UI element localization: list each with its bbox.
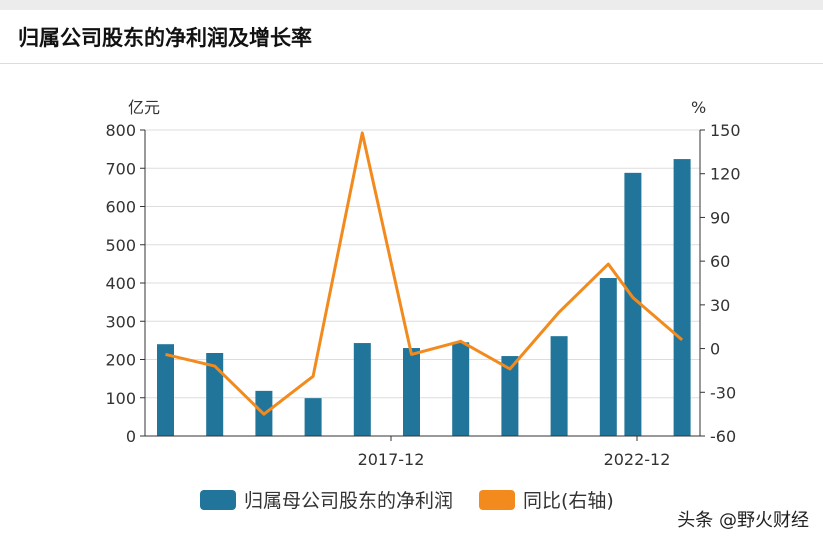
y-right-tick-label: 150 bbox=[710, 121, 741, 140]
bar bbox=[673, 159, 691, 436]
bar bbox=[550, 336, 568, 436]
line-series bbox=[165, 131, 684, 416]
bar bbox=[599, 278, 617, 436]
y-left-tick-label: 100 bbox=[105, 389, 136, 408]
bar bbox=[624, 172, 642, 436]
legend-item-yoy[interactable]: 同比(右轴) bbox=[479, 486, 614, 513]
legend-swatch bbox=[200, 489, 236, 510]
legend-swatch bbox=[479, 489, 516, 510]
legend: 归属母公司股东的净利润 同比(右轴) bbox=[200, 486, 614, 513]
y-right-axis-label: % bbox=[691, 98, 706, 117]
bar bbox=[452, 342, 470, 436]
watermark: 头条 @野火财经 bbox=[677, 510, 809, 531]
y-left-tick-label: 800 bbox=[105, 121, 136, 140]
y-left-tick-label: 400 bbox=[105, 274, 136, 293]
x-tick-label: 2022-12 bbox=[604, 450, 671, 469]
y-right-tick-label: 90 bbox=[710, 208, 730, 227]
bar bbox=[157, 344, 174, 436]
y-right-tick-label: 120 bbox=[710, 165, 741, 184]
chart-title: 归属公司股东的净利润及增长率 bbox=[18, 26, 312, 50]
bar bbox=[206, 352, 224, 436]
legend-item-profit[interactable]: 归属母公司股东的净利润 bbox=[200, 486, 453, 513]
y-right-tick-label: -30 bbox=[710, 383, 736, 402]
y-right-tick-label: 60 bbox=[710, 252, 730, 271]
y-left-axis-label: 亿元 bbox=[128, 98, 160, 117]
y-right-tick-label: 30 bbox=[710, 296, 730, 315]
divider bbox=[0, 63, 823, 64]
y-left-tick-label: 0 bbox=[126, 427, 136, 446]
bar bbox=[403, 348, 420, 436]
y-left-tick-label: 500 bbox=[105, 236, 136, 255]
y-left-tick-label: 600 bbox=[105, 198, 136, 217]
y-right-tick-label: -60 bbox=[710, 427, 736, 446]
legend-label: 归属母公司股东的净利润 bbox=[244, 490, 454, 512]
y-left-tick-label: 700 bbox=[105, 159, 136, 178]
bar bbox=[353, 343, 371, 436]
y-right-tick-label: 0 bbox=[710, 340, 720, 359]
bar bbox=[304, 398, 322, 436]
legend-label: 同比(右轴) bbox=[523, 490, 614, 512]
y-left-tick-label: 300 bbox=[105, 312, 136, 331]
y-left-tick-label: 200 bbox=[105, 351, 136, 370]
x-tick-label: 2017-12 bbox=[358, 450, 425, 469]
bar bbox=[501, 356, 519, 436]
top-bar bbox=[0, 0, 823, 10]
